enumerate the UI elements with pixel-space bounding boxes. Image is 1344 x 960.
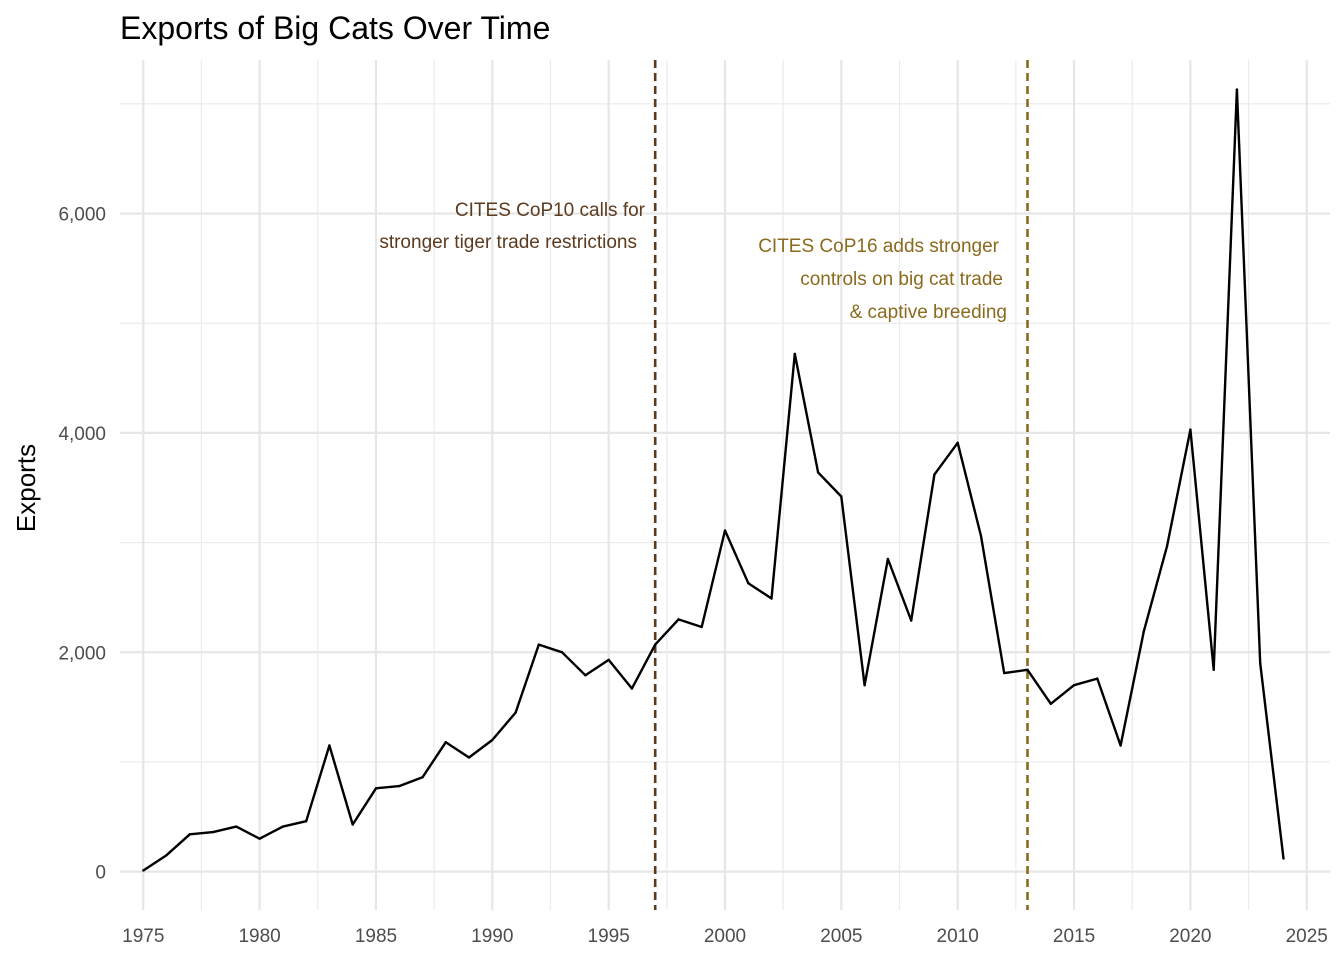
data-point: [328, 744, 331, 747]
data-point: [305, 820, 308, 823]
data-point: [1142, 630, 1146, 633]
data-point: [910, 619, 913, 622]
data-point: [979, 534, 983, 538]
data-point: [1235, 88, 1239, 91]
data-point: [886, 557, 890, 561]
x-tick-label: 2015: [1053, 926, 1095, 947]
annotation-text: CITES CoP16 adds stronger: [758, 236, 999, 257]
event-lines: [653, 60, 1029, 910]
x-axis-ticks: 1975 1980 1985 1990 1995 2000 2005 2010 2015 2020…: [122, 926, 1328, 947]
data-point: [630, 687, 634, 690]
annotation-text: controls on big cat trade: [800, 269, 1003, 290]
x-tick-label: 1985: [355, 926, 397, 947]
data-point: [933, 473, 936, 476]
data-point: [1026, 668, 1029, 671]
data-point: [816, 471, 820, 474]
data-point: [491, 738, 494, 742]
y-axis-ticks: 0 2,000 4,000 6,000: [58, 205, 106, 884]
data-point: [607, 658, 610, 662]
annotations: CITES CoP10 calls for stronger tiger trad…: [379, 200, 1007, 323]
data-point: [514, 711, 517, 714]
data-point: [1072, 684, 1076, 687]
data-point: [1096, 677, 1099, 680]
data-point: [840, 495, 843, 498]
x-tick-label: 2010: [937, 926, 979, 947]
data-point: [747, 582, 750, 585]
data-point: [700, 625, 703, 629]
x-tick-label: 1975: [122, 926, 164, 947]
data-point: [374, 787, 378, 790]
x-tick-label: 2000: [704, 926, 746, 947]
data-point: [1259, 662, 1262, 665]
data-point: [1003, 671, 1006, 675]
series-layer: [142, 88, 1285, 872]
data-point: [956, 441, 959, 444]
data-point: [165, 854, 168, 857]
y-tick-label: 2,000: [58, 643, 106, 664]
data-point: [723, 529, 727, 532]
x-tick-label: 2025: [1286, 926, 1328, 947]
x-tick-label: 1990: [471, 926, 513, 947]
data-point: [258, 837, 261, 840]
data-point: [1119, 744, 1122, 747]
annotation-text: CITES CoP10 calls for: [455, 200, 646, 221]
annotation-text: stronger tiger trade restrictions: [379, 232, 637, 253]
data-point: [560, 651, 564, 654]
data-point: [1189, 428, 1192, 431]
data-point: [584, 674, 587, 677]
x-tick-label: 2020: [1169, 926, 1211, 947]
gridlines: [120, 60, 1330, 910]
data-point: [235, 825, 238, 828]
data-point: [863, 684, 866, 687]
series-line: [142, 88, 1285, 872]
data-point: [421, 776, 424, 779]
data-point: [467, 756, 471, 759]
annotation-text: & captive breeding: [850, 302, 1007, 323]
y-tick-label: 4,000: [58, 424, 106, 445]
data-point: [793, 352, 796, 356]
x-tick-label: 2005: [820, 926, 862, 947]
data-point: [537, 643, 540, 646]
data-point: [1212, 668, 1215, 671]
data-point: [1282, 857, 1285, 860]
y-tick-label: 6,000: [58, 205, 106, 226]
data-point: [351, 823, 354, 826]
data-point: [398, 784, 401, 788]
data-point: [211, 830, 215, 834]
y-axis-label: Exports: [11, 444, 41, 532]
data-point: [444, 741, 447, 744]
data-point: [188, 833, 191, 836]
data-point: [677, 618, 680, 621]
data-point: [1049, 702, 1053, 705]
data-point: [142, 869, 145, 872]
x-tick-label: 1995: [588, 926, 630, 947]
chart-title: Exports of Big Cats Over Time: [120, 10, 550, 46]
data-point: [770, 597, 773, 600]
data-point: [1165, 544, 1169, 548]
data-point: [654, 643, 657, 646]
y-tick-label: 0: [95, 863, 106, 884]
x-tick-label: 1980: [238, 926, 280, 947]
data-point: [281, 825, 285, 828]
